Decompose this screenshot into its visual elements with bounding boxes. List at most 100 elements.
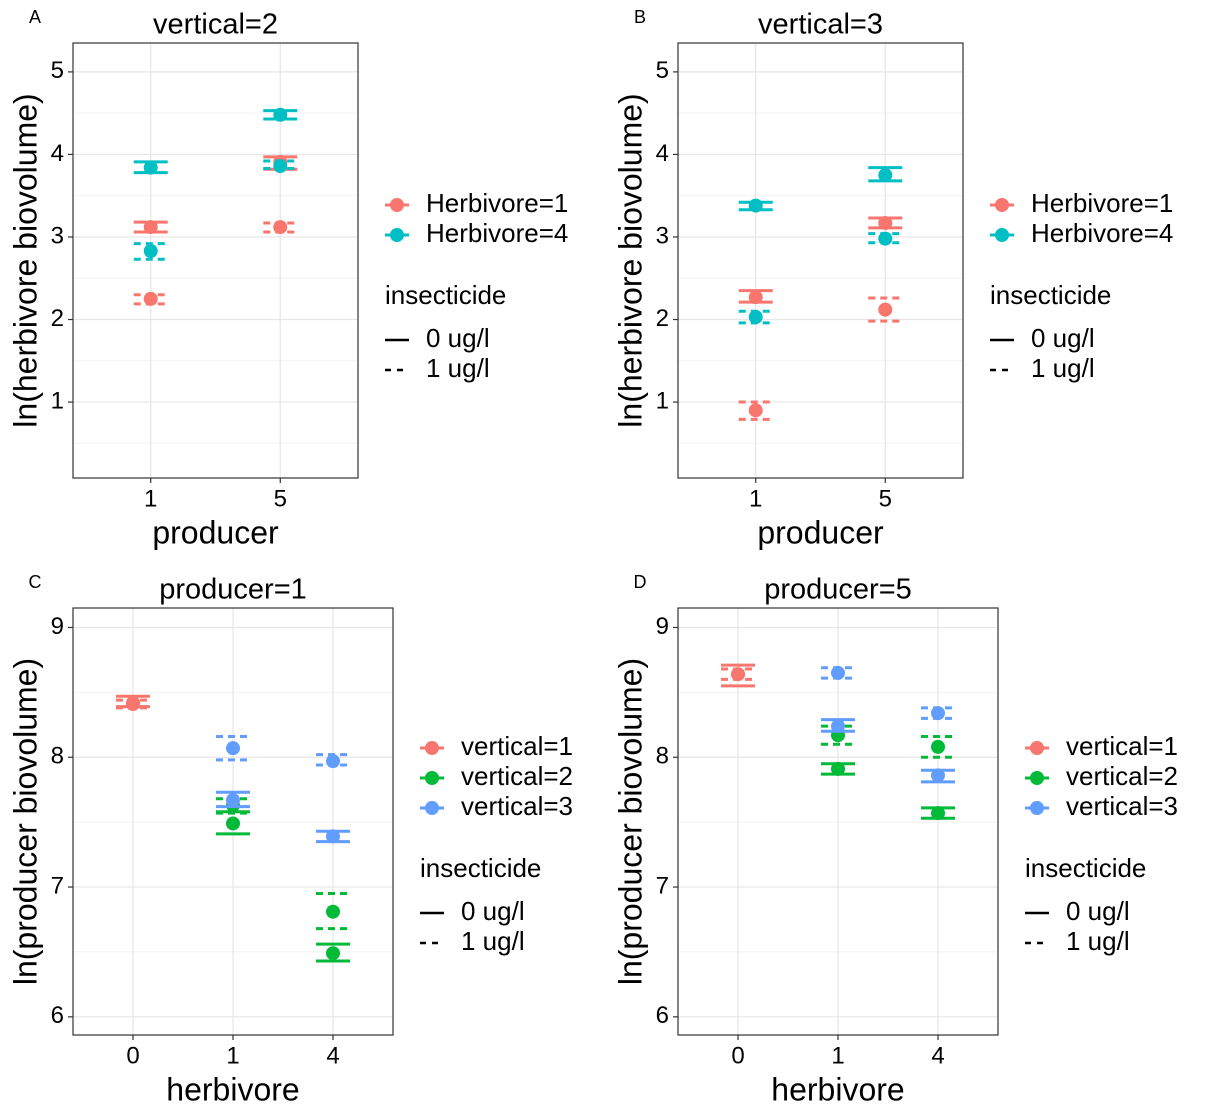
point	[126, 697, 140, 712]
point	[878, 215, 893, 230]
y-tick-label: 4	[656, 140, 669, 167]
point	[326, 946, 340, 961]
point	[226, 741, 240, 756]
y-tick-label: 8	[656, 743, 669, 770]
y-axis-title: ln(producer biovolume)	[7, 658, 43, 985]
y-tick-label: 2	[656, 305, 669, 332]
x-tick-label: 5	[879, 485, 892, 512]
point	[326, 829, 340, 844]
point	[731, 667, 745, 682]
panel-label: D	[634, 572, 647, 592]
y-axis-title: ln(herbivore biovolume)	[7, 93, 43, 427]
point	[831, 665, 845, 680]
panel: 1 2 3 4 5 1 5 A vertical=2 producer ln(herbivore b…	[7, 7, 568, 551]
x-tick-label: 1	[831, 1042, 844, 1069]
point	[748, 310, 763, 325]
legend-label: Herbivore=1	[1031, 188, 1173, 218]
legend-label: Herbivore=4	[1031, 218, 1173, 248]
legend-title: insecticide	[385, 280, 506, 310]
point	[748, 198, 763, 213]
legend-key-point	[1030, 771, 1044, 785]
point	[226, 793, 240, 808]
x-axis-title: producer	[152, 514, 279, 550]
legend-title: insecticide	[420, 853, 541, 883]
point	[878, 231, 893, 246]
point	[931, 806, 945, 821]
panel-label: C	[29, 572, 42, 592]
y-tick-label: 7	[51, 872, 64, 899]
legend-key-point	[390, 198, 404, 212]
legend-label: 0 ug/l	[1031, 323, 1095, 353]
plot-border	[72, 607, 394, 1036]
point	[748, 290, 763, 305]
y-tick-label: 6	[656, 1002, 669, 1029]
legend-title: insecticide	[1025, 853, 1146, 883]
legend-title: insecticide	[990, 280, 1111, 310]
point	[931, 739, 945, 754]
point	[326, 754, 340, 769]
legend-label: Herbivore=4	[426, 218, 568, 248]
point	[273, 158, 288, 173]
point	[931, 768, 945, 783]
point	[143, 244, 158, 259]
point	[143, 220, 158, 235]
legend-key-point	[995, 198, 1009, 212]
point	[143, 160, 158, 175]
panel-label: B	[634, 7, 646, 27]
x-tick-label: 4	[931, 1042, 944, 1069]
x-tick-label: 5	[274, 485, 287, 512]
y-axis-title: ln(producer biovolume)	[612, 658, 648, 985]
chart-title: producer=1	[159, 574, 307, 606]
legend-label: 0 ug/l	[461, 896, 525, 926]
legend-key-point	[1030, 801, 1044, 815]
point	[326, 904, 340, 919]
legend-label: 1 ug/l	[1031, 353, 1095, 383]
legend-label: 1 ug/l	[426, 353, 490, 383]
plot-background	[73, 43, 358, 478]
x-axis-title: producer	[757, 514, 884, 550]
legend-label: vertical=1	[1066, 731, 1178, 761]
y-tick-label: 8	[51, 743, 64, 770]
x-tick-label: 0	[126, 1042, 139, 1069]
y-tick-label: 1	[656, 387, 669, 414]
y-tick-label: 4	[51, 140, 64, 167]
point	[931, 706, 945, 721]
legend-label: 0 ug/l	[426, 323, 490, 353]
chart-title: producer=5	[764, 574, 912, 606]
plot-border	[72, 42, 359, 479]
legend-label: vertical=1	[461, 731, 573, 761]
chart-title: vertical=3	[758, 9, 883, 41]
legend-label: vertical=2	[1066, 761, 1178, 791]
y-tick-label: 1	[51, 387, 64, 414]
y-tick-label: 5	[656, 57, 669, 84]
y-tick-label: 6	[51, 1002, 64, 1029]
y-tick-label: 3	[51, 222, 64, 249]
y-axis-title: ln(herbivore biovolume)	[612, 93, 648, 427]
legend-label: 1 ug/l	[1066, 926, 1130, 956]
point	[273, 220, 288, 235]
plot-background	[678, 43, 963, 478]
point	[831, 719, 845, 734]
point	[878, 168, 893, 183]
plot-border	[677, 607, 999, 1036]
point	[143, 291, 158, 306]
y-tick-label: 3	[656, 222, 669, 249]
point	[878, 302, 893, 317]
x-tick-label: 1	[749, 485, 762, 512]
y-tick-label: 5	[51, 57, 64, 84]
legend-label: vertical=2	[461, 761, 573, 791]
x-tick-label: 1	[144, 485, 157, 512]
y-tick-label: 2	[51, 305, 64, 332]
legend-key-point	[1030, 741, 1044, 755]
panel: 1 2 3 4 5 1 5 B vertical=3 producer ln(herbivore b…	[612, 7, 1173, 551]
legend-key-point	[995, 228, 1009, 242]
legend-label: 1 ug/l	[461, 926, 525, 956]
y-tick-label: 7	[656, 872, 669, 899]
x-tick-label: 4	[326, 1042, 339, 1069]
x-axis-title: herbivore	[166, 1071, 299, 1107]
point	[226, 816, 240, 831]
legend-label: vertical=3	[1066, 791, 1178, 821]
legend-key-point	[425, 801, 439, 815]
point	[273, 107, 288, 122]
